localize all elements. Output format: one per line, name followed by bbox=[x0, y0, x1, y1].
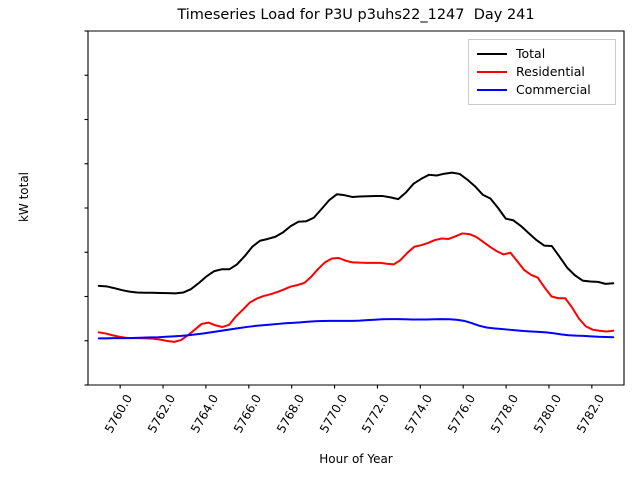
series-line-commercial bbox=[97, 318, 615, 340]
legend-item-residential: Residential bbox=[477, 63, 607, 81]
legend-swatch-commercial bbox=[477, 89, 507, 91]
series-line-residential bbox=[97, 232, 615, 343]
legend-swatch-total bbox=[477, 53, 507, 55]
legend-item-commercial: Commercial bbox=[477, 81, 607, 99]
chart-legend: Total Residential Commercial bbox=[468, 39, 616, 105]
series-line-total bbox=[97, 171, 615, 295]
x-axis-label: Hour of Year bbox=[319, 452, 393, 466]
legend-label-residential: Residential bbox=[516, 63, 585, 79]
chart-title: Timeseries Load for P3U p3uhs22_1247 Day… bbox=[177, 7, 535, 23]
legend-label-total: Total bbox=[516, 45, 546, 61]
legend-swatch-residential bbox=[477, 71, 507, 73]
legend-label-commercial: Commercial bbox=[516, 81, 591, 97]
legend-item-total: Total bbox=[477, 45, 607, 63]
